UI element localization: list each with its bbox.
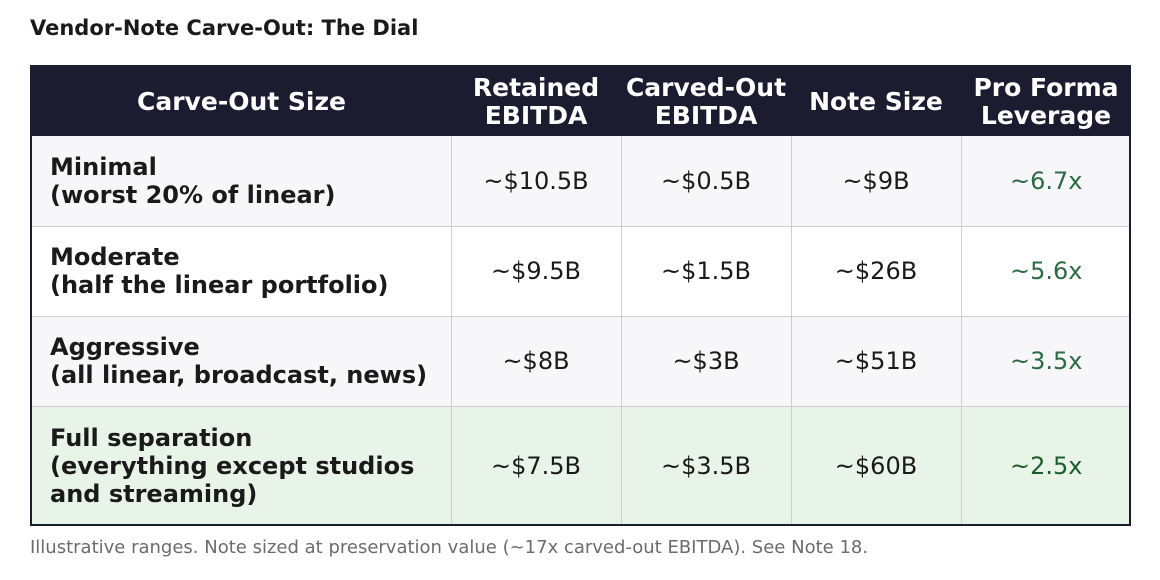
note-size-cell: ~$9B [790,136,961,226]
row-label-title: Aggressive [50,333,200,361]
header-text: Carved-Out [625,72,787,102]
retained-ebitda-cell: ~$8B [450,315,621,406]
note-size-cell: ~$51B [790,315,961,406]
header-text: Pro Forma [973,72,1119,102]
header-text: EBITDA [484,100,588,130]
note-size-cell: ~$60B [790,405,961,524]
row-label: Moderate (half the linear portfolio) [32,225,451,316]
header-pro-forma-leverage: Pro Forma Leverage [961,67,1129,136]
retained-ebitda-cell: ~$10.5B [450,136,621,226]
row-label-detail: (worst 20% of linear) [50,180,336,209]
header-retained-ebitda: Retained EBITDA [451,67,621,136]
carved-out-ebitda-cell: ~$3.5B [620,405,791,524]
row-label-title: Moderate [50,243,180,271]
carve-out-table: Carve-Out Size Retained EBITDA Carved-Ou… [30,65,1131,526]
row-label-title: Minimal [50,152,157,181]
header-carve-out-size: Carve-Out Size [32,67,451,136]
row-label-detail: (all linear, broadcast, news) [50,361,428,389]
header-text: Carve-Out Size [137,86,346,116]
table-header-row: Carve-Out Size Retained EBITDA Carved-Ou… [32,67,1129,136]
retained-ebitda-cell: ~$9.5B [450,225,621,316]
page-title: Vendor-Note Carve-Out: The Dial [30,16,419,40]
row-label: Minimal (worst 20% of linear) [32,136,451,226]
pro-forma-leverage-cell: ~5.6x [960,225,1129,316]
retained-ebitda-cell: ~$7.5B [450,405,621,524]
row-label-detail: and streaming) [50,479,258,508]
row-label-detail: (everything except studios [50,451,415,480]
pro-forma-leverage-cell: ~6.7x [960,136,1129,226]
pro-forma-leverage-cell: ~2.5x [960,405,1129,524]
header-text: EBITDA [654,100,758,130]
table-row: Moderate (half the linear portfolio) ~$9… [32,225,1129,316]
table-row-highlighted: Full separation (everything except studi… [32,405,1129,524]
header-text: Retained [472,72,600,102]
header-carved-out-ebitda: Carved-Out EBITDA [621,67,791,136]
note-size-cell: ~$26B [790,225,961,316]
row-label-detail: (half the linear portfolio) [50,271,389,299]
carve-out-table-grid: Carve-Out Size Retained EBITDA Carved-Ou… [32,67,1129,524]
row-label: Aggressive (all linear, broadcast, news) [32,315,451,406]
header-note-size: Note Size [791,67,961,136]
carved-out-ebitda-cell: ~$3B [620,315,791,406]
carved-out-ebitda-cell: ~$1.5B [620,225,791,316]
pro-forma-leverage-cell: ~3.5x [960,315,1129,406]
header-text: Note Size [809,86,943,116]
table-row: Aggressive (all linear, broadcast, news)… [32,315,1129,406]
table-row: Minimal (worst 20% of linear) ~$10.5B ~$… [32,136,1129,226]
row-label-title: Full separation [50,423,253,452]
row-label: Full separation (everything except studi… [32,405,451,524]
carved-out-ebitda-cell: ~$0.5B [620,136,791,226]
header-text: Leverage [980,100,1112,130]
footnote: Illustrative ranges. Note sized at prese… [30,537,869,558]
